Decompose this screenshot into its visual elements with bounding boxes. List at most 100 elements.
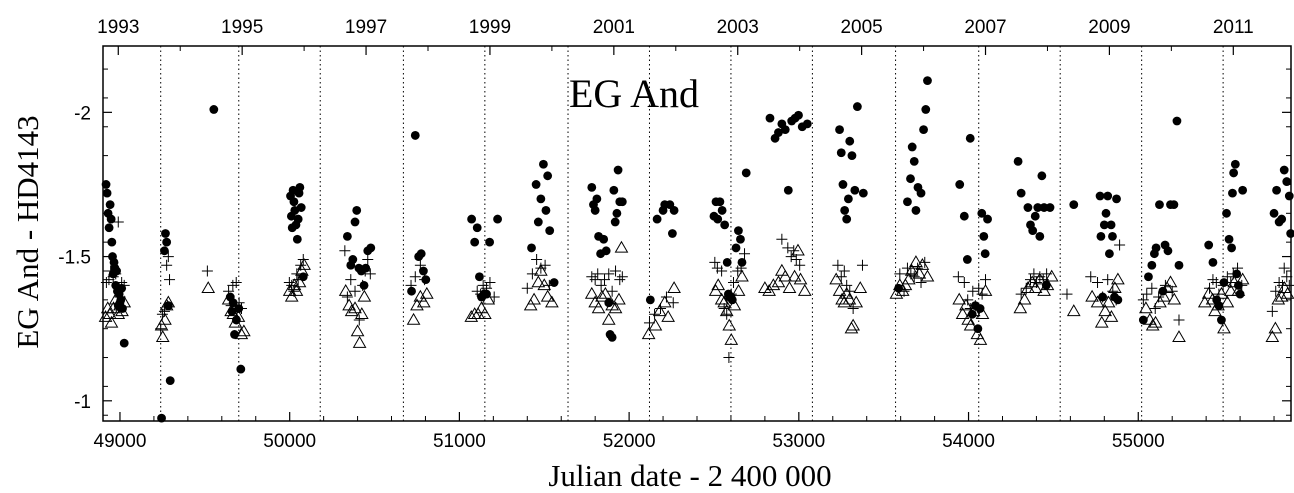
point-filled-circle [293, 214, 303, 224]
y-tick-label: -1.5 [58, 248, 91, 269]
point-plus [1061, 288, 1073, 300]
point-filled-circle [835, 125, 844, 135]
point-open-triangle [106, 301, 121, 314]
point-plus [233, 297, 245, 309]
point-filled-circle [295, 182, 305, 192]
top-year-label: 2005 [840, 17, 882, 38]
point-open-triangle [959, 298, 973, 311]
point-plus [856, 259, 868, 271]
point-open-triangle [648, 318, 663, 331]
point-filled-circle [1101, 208, 1111, 218]
point-open-triangle [724, 333, 739, 345]
point-filled-circle [289, 197, 299, 207]
point-plus [980, 274, 992, 286]
point-open-triangle [1037, 283, 1051, 296]
point-filled-circle [493, 214, 502, 224]
point-filled-circle [1219, 278, 1229, 287]
point-plus [475, 288, 487, 300]
point-plus [1097, 291, 1109, 303]
point-filled-circle [923, 76, 932, 86]
point-plus [107, 271, 119, 283]
point-open-triangle [289, 283, 304, 296]
point-plus [1110, 294, 1122, 306]
point-filled-circle [907, 142, 917, 152]
point-filled-circle [410, 131, 420, 140]
top-year-label: 1995 [221, 17, 263, 38]
point-plus [118, 279, 130, 291]
point-filled-circle [959, 211, 969, 221]
point-plus [1266, 305, 1278, 317]
point-plus [1114, 239, 1126, 251]
point-filled-circle [592, 194, 602, 204]
point-open-triangle [612, 292, 626, 305]
point-open-triangle [1040, 278, 1055, 291]
point-open-triangle [416, 295, 431, 308]
point-plus [660, 291, 672, 303]
point-plus [709, 256, 721, 268]
x-tick-label: 55000 [1112, 431, 1165, 452]
point-plus [589, 274, 601, 286]
point-filled-circle [909, 156, 919, 166]
point-filled-circle [1230, 159, 1240, 169]
point-filled-circle [838, 180, 848, 189]
point-filled-circle [1069, 200, 1079, 210]
point-filled-circle [802, 119, 812, 129]
point-open-triangle [287, 278, 302, 291]
point-plus [103, 274, 115, 286]
point-open-triangle [652, 304, 667, 317]
point-filled-circle [765, 113, 775, 123]
point-open-triangle [735, 269, 749, 282]
point-filled-circle [485, 237, 495, 247]
point-filled-circle [967, 309, 977, 319]
point-open-triangle [793, 272, 808, 285]
point-filled-circle [1033, 203, 1043, 212]
point-open-triangle [104, 315, 119, 328]
point-plus [711, 262, 723, 274]
point-plus [847, 303, 859, 314]
point-plus [164, 274, 176, 286]
point-plus [1153, 291, 1165, 303]
point-filled-circle [980, 249, 990, 259]
point-open-triangle [464, 309, 479, 322]
point-open-triangle [354, 307, 369, 319]
point-open-triangle [226, 307, 241, 319]
point-plus [614, 274, 626, 286]
point-plus [201, 265, 213, 277]
point-plus [952, 271, 964, 283]
point-open-triangle [829, 272, 844, 285]
point-plus [832, 259, 844, 271]
point-plus [1283, 279, 1294, 291]
point-filled-circle [842, 214, 852, 224]
point-filled-circle [977, 208, 987, 218]
point-plus [297, 253, 309, 265]
point-open-triangle [787, 269, 802, 282]
y-tick-label: -1 [74, 392, 91, 413]
point-filled-circle [1277, 214, 1287, 224]
point-plus [776, 233, 788, 245]
point-open-triangle [115, 304, 129, 317]
point-filled-circle [955, 180, 965, 189]
y-axis-title: EG And - HD4143 [10, 115, 45, 348]
point-open-triangle [1163, 275, 1178, 288]
point-filled-circle [737, 257, 747, 267]
point-open-triangle [842, 292, 857, 305]
point-filled-circle [102, 188, 112, 198]
point-open-triangle [771, 275, 786, 288]
point-open-triangle [904, 263, 919, 276]
point-open-triangle [605, 298, 620, 311]
point-plus [969, 300, 981, 312]
point-open-triangle [1201, 286, 1216, 299]
point-filled-circle [165, 376, 175, 386]
point-filled-circle [1041, 281, 1051, 290]
point-open-triangle [221, 292, 236, 305]
point-open-triangle [1167, 292, 1182, 305]
point-open-triangle [849, 295, 864, 308]
point-open-triangle [722, 318, 737, 331]
point-open-triangle [348, 301, 362, 314]
point-plus [739, 248, 751, 260]
point-plus [973, 282, 985, 294]
point-open-triangle [1094, 315, 1109, 328]
point-filled-circle [1169, 200, 1179, 210]
point-open-triangle [731, 283, 746, 296]
point-filled-circle [527, 243, 536, 253]
